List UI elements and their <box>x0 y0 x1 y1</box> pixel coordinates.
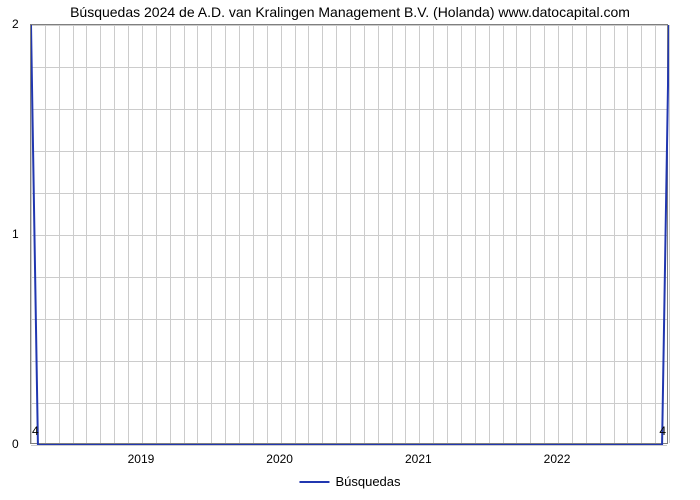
chart-title: Búsquedas 2024 de A.D. van Kralingen Man… <box>0 4 700 20</box>
x-tick-label: 2022 <box>544 452 571 466</box>
x-tick-label: 2019 <box>128 452 155 466</box>
series-line <box>31 25 669 445</box>
legend-line-icon <box>299 481 329 483</box>
x-grid <box>669 25 670 443</box>
x-tick-label: 2021 <box>405 452 432 466</box>
secondary-y-top-label: 4 <box>32 424 39 438</box>
x-tick-label: 2020 <box>266 452 293 466</box>
y-tick-label: 1 <box>12 227 19 241</box>
y-tick-label: 2 <box>12 17 19 31</box>
chart-root: Búsquedas 2024 de A.D. van Kralingen Man… <box>0 0 700 500</box>
plot-area <box>30 24 668 444</box>
y-tick-label: 0 <box>12 437 19 451</box>
legend: Búsquedas <box>299 474 400 489</box>
secondary-y-bottom-label: 4 <box>659 424 666 438</box>
y-grid-major <box>31 445 667 446</box>
legend-label: Búsquedas <box>335 474 400 489</box>
